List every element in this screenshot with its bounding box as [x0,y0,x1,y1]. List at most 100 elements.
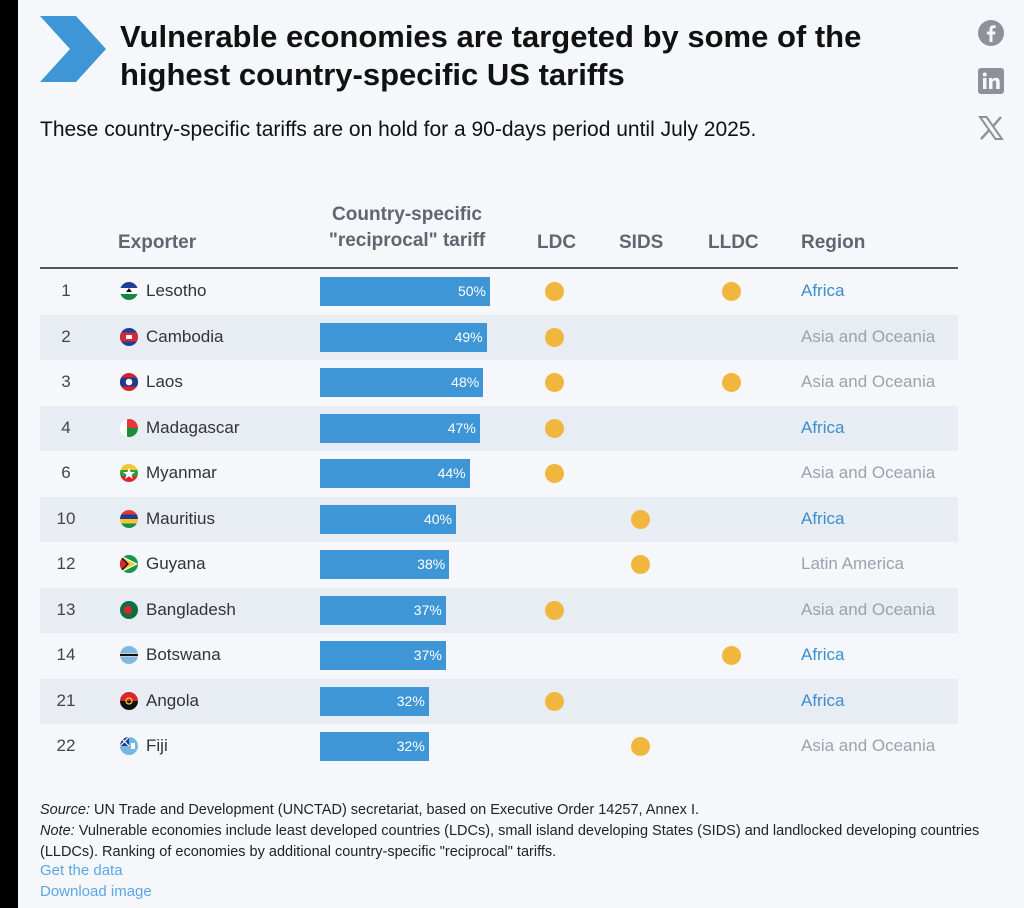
ldc-marker [545,373,564,392]
chart-title: Vulnerable economies are targeted by som… [120,19,862,92]
flag-icon [120,464,138,482]
row-rank: 22 [56,736,76,755]
flag-icon [120,691,138,710]
row-rank: 1 [61,281,71,300]
tariff-bar-label: 47% [447,419,476,436]
region-label: Africa [801,508,845,528]
tariff-bar-label: 37% [413,601,442,618]
region-label: Asia and Oceania [801,326,936,346]
country-name: Botswana [146,645,221,664]
chart-subtitle: These country-specific tariffs are on ho… [40,118,757,141]
country-name: Laos [146,372,183,391]
flag-icon [120,737,138,755]
flag-icon [120,555,138,573]
tariff-bar-label: 37% [413,647,442,663]
region-label: Latin America [801,554,904,573]
tariff-bar: 47% [320,413,480,443]
row-rank: 10 [56,508,76,528]
tariff-bar: 40% [320,504,456,534]
tariff-bar-label: 38% [417,556,446,572]
chart-card [18,0,1024,908]
region-label: Asia and Oceania [801,463,936,482]
country-name: Cambodia [146,326,224,346]
tariff-bar-label: 50% [457,283,486,299]
tariff-bar: 44% [320,459,470,488]
column-header-sids: SIDS [619,232,664,253]
table-row: 2 Cambodia 49% Asia and Oceania [40,314,958,360]
row-rank: 3 [61,372,71,391]
header-divider [40,267,958,269]
table-row: 21 Angola 32% Africa [40,678,958,724]
column-header-lldc: LLDC [708,232,759,253]
table-row: 3 Laos 48% Asia and Oceania [40,360,958,405]
x-icon[interactable] [976,113,1006,143]
flag-icon [120,373,138,391]
country-name: Lesotho [146,281,207,300]
ldc-marker [545,327,564,347]
tariff-bar-label: 44% [437,465,466,481]
tariff-bar: 37% [320,595,446,625]
table-row: 13 Bangladesh 37% Asia and Oceania [40,587,958,633]
row-rank: 6 [61,463,71,482]
region-label: Africa [801,645,845,664]
row-rank: 2 [61,326,71,346]
country-name: Bangladesh [146,599,236,619]
note-label: Note: [40,823,75,839]
lldc-marker [722,282,741,301]
row-rank: 14 [56,645,76,664]
chart-notes: Source: UN Trade and Development (UNCTAD… [40,800,1000,863]
lldc-marker [722,646,741,665]
facebook-icon[interactable] [976,18,1006,48]
region-label: Africa [801,690,845,710]
tariff-bar-label: 49% [454,328,483,345]
region-label: Asia and Oceania [801,372,936,391]
tariff-bar: 32% [320,686,429,716]
tariff-bar: 49% [320,322,487,352]
tariff-bar: 37% [320,641,446,670]
flag-icon [120,327,138,346]
table-row: 14 Botswana 37% Africa [40,633,958,678]
flag-icon [120,509,138,528]
tariff-bar: 50% [320,277,490,306]
left-edge [0,0,18,908]
tariff-bar-label: 40% [423,510,452,527]
tariff-bar-label: 48% [451,374,480,390]
row-rank: 21 [56,690,76,710]
table-row: 6 Myanmar 44% Asia and Oceania [40,451,958,496]
region-label: Africa [801,417,845,437]
get-data-link[interactable]: Get the data [40,862,123,879]
sids-marker [631,737,650,756]
region-label: Asia and Oceania [801,599,936,619]
ldc-marker [545,418,564,438]
country-name: Mauritius [146,508,215,528]
table-row: 10 Mauritius 40% Africa [40,496,958,542]
sids-marker [631,509,650,529]
region-label: Africa [801,281,845,300]
ldc-marker [545,600,564,620]
sids-marker [631,555,650,574]
tariff-bar: 38% [320,550,450,579]
country-name: Madagascar [146,417,240,437]
tariff-bar: 48% [320,368,484,397]
column-header-tariff: Country-specific "reciprocal" tariff [328,204,486,251]
tariff-bar-label: 32% [396,692,425,709]
region-label: Asia and Oceania [801,736,936,755]
flag-icon [120,600,138,619]
column-header-exporter: Exporter [118,232,197,253]
note-text: Vulnerable economies include least devel… [40,823,980,860]
column-header-ldc: LDC [537,232,577,253]
source-label: Source: [40,802,90,818]
row-rank: 12 [56,554,76,573]
note-line: Note: Vulnerable economies include least… [40,821,1000,863]
download-image-link[interactable]: Download image [40,883,152,900]
table-row: 12 Guyana 38% Latin America [40,542,958,587]
table-row: 22 Fiji 32% Asia and Oceania [40,724,958,769]
flag-icon [120,418,138,437]
lldc-marker [722,373,741,392]
linkedin-icon[interactable] [976,66,1006,96]
country-name: Myanmar [146,463,217,482]
row-rank: 4 [61,417,71,437]
table-row: 1 Lesotho 50% Africa [40,269,958,314]
chevron-icon [40,16,106,82]
country-name: Guyana [146,554,206,573]
